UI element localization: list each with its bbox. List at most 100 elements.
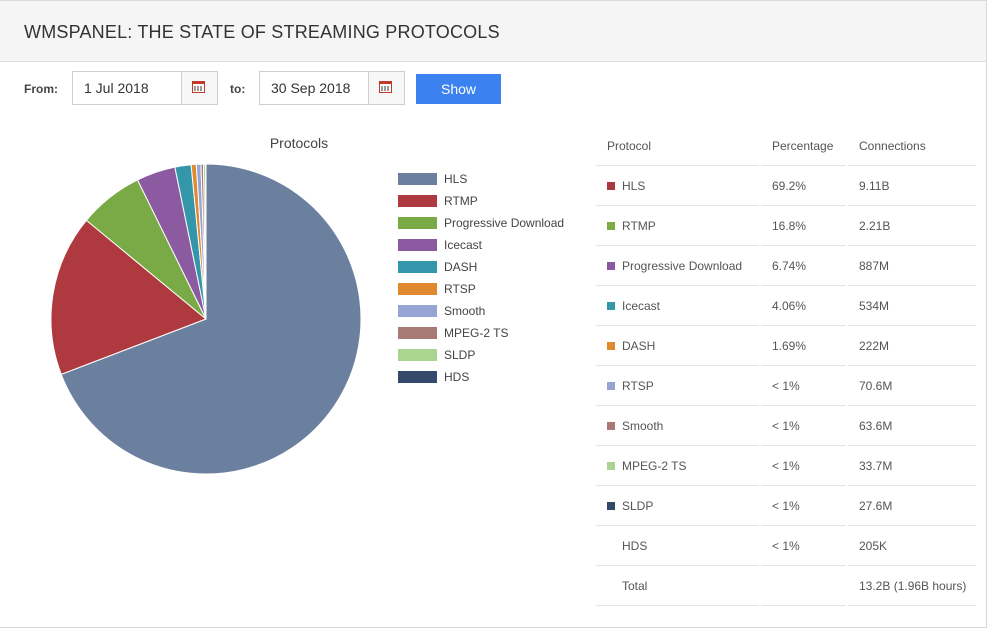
pie-slices xyxy=(50,163,362,475)
table-row: Smooth < 1% 63.6M xyxy=(596,405,976,446)
legend-item-label[interactable]: HDS xyxy=(444,370,469,384)
protocol-color-swatch xyxy=(607,221,615,230)
legend-item-label[interactable]: HLS xyxy=(444,172,467,186)
percentage-cell: < 1% xyxy=(759,365,847,406)
connections-cell: 63.6M xyxy=(846,405,976,446)
protocol-color-swatch xyxy=(607,181,615,190)
percentage-cell: < 1% xyxy=(759,525,847,566)
percentage-cell: 6.74% xyxy=(759,245,847,286)
legend-item-label[interactable]: SLDP xyxy=(444,348,475,362)
legend-item-label[interactable]: Icecast xyxy=(444,238,483,252)
table-header-row: Protocol Percentage Connections xyxy=(596,127,976,166)
protocol-name: SLDP xyxy=(622,498,654,513)
to-label: to: xyxy=(230,82,246,96)
protocol-name: RTMP xyxy=(622,218,656,233)
legend-swatch xyxy=(398,239,437,251)
page-title: WMSPANEL: THE STATE OF STREAMING PROTOCO… xyxy=(24,22,500,42)
protocol-color-swatch xyxy=(607,421,615,430)
protocol-color-swatch xyxy=(607,301,615,310)
table-row: SLDP < 1% 27.6M xyxy=(596,485,976,526)
connections-cell: 70.6M xyxy=(846,365,976,406)
connections-cell: 27.6M xyxy=(846,485,976,526)
protocol-cell: Progressive Download xyxy=(596,245,760,286)
table-row: RTMP 16.8% 2.21B xyxy=(596,205,976,246)
protocol-color-swatch xyxy=(607,461,615,470)
protocol-color-swatch xyxy=(607,261,615,270)
total-label: Total xyxy=(622,578,648,593)
date-filter-toolbar: From: to: Show xyxy=(0,71,986,107)
from-calendar-button[interactable] xyxy=(181,72,217,104)
percentage-cell: 16.8% xyxy=(759,205,847,246)
connections-cell: 9.11B xyxy=(846,165,976,206)
protocol-column-header: Protocol xyxy=(596,127,760,166)
protocol-name: DASH xyxy=(622,338,656,353)
show-button[interactable]: Show xyxy=(416,74,501,104)
connections-column-header: Connections xyxy=(846,127,976,166)
connections-cell: 33.7M xyxy=(846,445,976,486)
protocol-cell: DASH xyxy=(596,325,760,366)
protocol-name: HLS xyxy=(622,178,646,193)
protocol-name: MPEG-2 TS xyxy=(622,458,687,473)
percentage-column-header: Percentage xyxy=(759,127,847,166)
legend-swatch xyxy=(398,261,437,273)
protocols-table-body: HLS 69.2% 9.11B RTMP 16.8% 2.21B Progressive D… xyxy=(596,165,976,566)
legend-item-label[interactable]: RTSP xyxy=(444,282,476,296)
protocol-cell: HLS xyxy=(596,165,760,206)
connections-cell: 2.21B xyxy=(846,205,976,246)
legend-item-label[interactable]: DASH xyxy=(444,260,477,274)
chart-title: Protocols xyxy=(270,135,328,151)
table-row: HLS 69.2% 9.11B xyxy=(596,165,976,206)
protocol-color-swatch xyxy=(607,501,615,510)
table-row: HDS < 1% 205K xyxy=(596,525,976,566)
legend-swatch xyxy=(398,195,437,207)
percentage-cell: 1.69% xyxy=(759,325,847,366)
protocol-name: Progressive Download xyxy=(622,258,743,273)
from-date-input[interactable] xyxy=(73,72,192,104)
legend-swatch xyxy=(398,305,437,317)
protocol-name: HDS xyxy=(622,538,648,553)
protocol-cell: HDS xyxy=(596,525,760,566)
connections-cell: 222M xyxy=(846,325,976,366)
total-label-cell: Total xyxy=(596,565,760,606)
protocol-color-swatch xyxy=(607,341,615,350)
protocol-name: Smooth xyxy=(622,418,664,433)
percentage-cell: < 1% xyxy=(759,485,847,526)
table-row: RTSP < 1% 70.6M xyxy=(596,365,976,406)
protocols-table: Protocol Percentage Connections HLS 69.2%… xyxy=(596,127,976,606)
pie-slice-hls[interactable] xyxy=(60,163,362,475)
panel-header: WMSPANEL: THE STATE OF STREAMING PROTOCO… xyxy=(0,1,986,62)
protocol-cell: RTSP xyxy=(596,365,760,406)
legend-swatch xyxy=(398,371,437,383)
protocol-name: Icecast xyxy=(622,298,661,313)
pie-slice-rtmp[interactable] xyxy=(50,219,207,376)
protocols-table-wrap: Protocol Percentage Connections HLS 69.2%… xyxy=(596,127,976,606)
from-date-picker xyxy=(72,71,218,105)
legend-swatch xyxy=(398,349,437,361)
protocol-cell: Smooth xyxy=(596,405,760,446)
legend-swatch xyxy=(398,327,437,339)
connections-cell: 205K xyxy=(846,525,976,566)
total-connections: 13.2B (1.96B hours) xyxy=(846,565,976,606)
protocol-cell: RTMP xyxy=(596,205,760,246)
to-calendar-button[interactable] xyxy=(368,72,404,104)
legend-item-label[interactable]: Smooth xyxy=(444,304,485,318)
to-date-picker xyxy=(259,71,405,105)
legend-item-label[interactable]: Progressive Download xyxy=(444,216,564,230)
legend-swatch xyxy=(398,173,437,185)
to-date-input[interactable] xyxy=(260,72,379,104)
legend-item-label[interactable]: MPEG-2 TS xyxy=(444,326,508,340)
legend-swatch xyxy=(398,217,437,229)
legend-swatch xyxy=(398,283,437,295)
from-label: From: xyxy=(24,82,58,96)
connections-cell: 887M xyxy=(846,245,976,286)
percentage-cell: < 1% xyxy=(759,445,847,486)
protocol-color-swatch xyxy=(607,381,615,390)
calendar-icon xyxy=(379,81,392,93)
total-percentage-cell xyxy=(759,565,847,606)
protocol-name: RTSP xyxy=(622,378,654,393)
legend-item-label[interactable]: RTMP xyxy=(444,194,478,208)
protocol-cell: SLDP xyxy=(596,485,760,526)
table-row: Icecast 4.06% 534M xyxy=(596,285,976,326)
protocol-cell: Icecast xyxy=(596,285,760,326)
